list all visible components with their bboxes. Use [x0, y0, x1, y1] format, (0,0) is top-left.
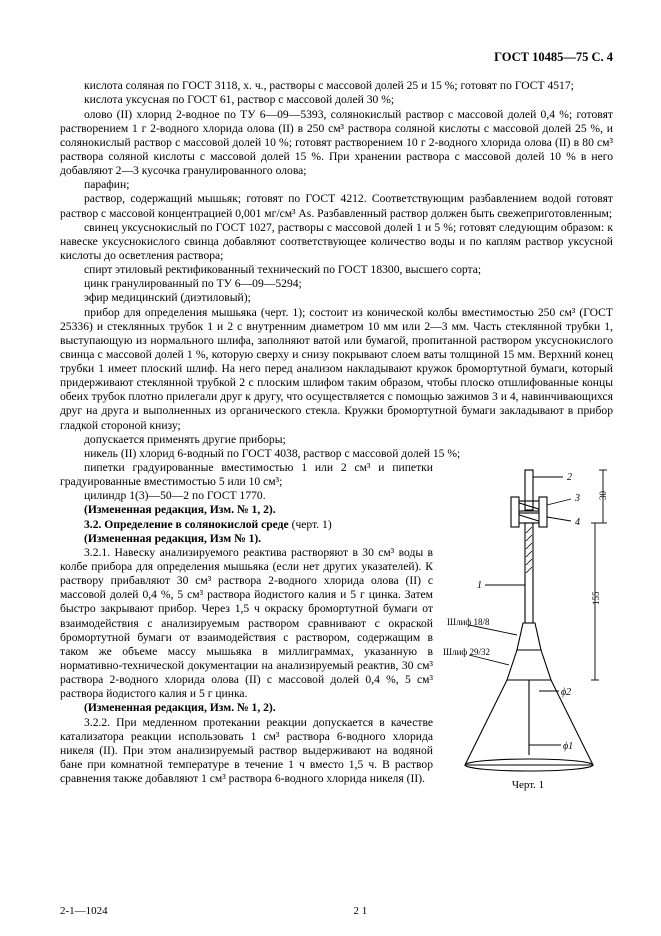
fig-label-4: 4: [575, 517, 580, 528]
page-header: ГОСТ 10485—75 С. 4: [60, 50, 613, 65]
fig-dim-155: 155: [591, 591, 601, 605]
page-footer: 2-1—1024 2 1: [60, 905, 613, 918]
para-7: спирт этиловый ректификованный техническ…: [60, 263, 613, 277]
section-3-2-tail: (черт. 1): [289, 518, 332, 531]
para-12: никель (II) хлорид 6-водный по ГОСТ 4038…: [60, 447, 613, 461]
fig-label-shlif2: Шлиф 29/32: [443, 647, 490, 657]
para-5: раствор, содержащий мышьяк; готовят по Г…: [60, 192, 613, 220]
para-10: прибор для определения мышьяка (черт. 1)…: [60, 306, 613, 433]
para-4: парафин;: [60, 178, 613, 192]
figure-1-svg: 2 3 4 1 ϕ2 ϕ1 Шлиф 18/8 Шлиф 29/32 155 3…: [443, 465, 613, 775]
section-3-2-title: Определение в солянокислой среде: [104, 518, 288, 531]
body-text: кислота соляная по ГОСТ 3118, х. ч., рас…: [60, 79, 613, 796]
para-11: допускается применять другие приборы;: [60, 433, 613, 447]
figure-1-caption: Черт. 1: [443, 779, 613, 792]
para-1: кислота соляная по ГОСТ 3118, х. ч., рас…: [60, 79, 613, 93]
para-8: цинк гранулированный по ТУ 6—09—5294;: [60, 277, 613, 291]
section-3-2-num: 3.2.: [84, 518, 104, 531]
fig-label-phi1: ϕ1: [563, 741, 573, 752]
fig-label-3: 3: [574, 493, 580, 504]
footer-center: 2 1: [60, 905, 613, 918]
figure-1: 2 3 4 1 ϕ2 ϕ1 Шлиф 18/8 Шлиф 29/32 155 3…: [443, 465, 613, 792]
fig-dim-30: 30: [598, 491, 608, 501]
page: ГОСТ 10485—75 С. 4 кислота соляная по ГО…: [0, 0, 661, 936]
para-9: эфир медицинский (диэтиловый);: [60, 291, 613, 305]
para-2: кислота уксусная по ГОСТ 61, раствор с м…: [60, 93, 613, 107]
para-3: олово (II) хлорид 2-водное по ТУ 6—09—53…: [60, 108, 613, 179]
fig-label-phi2: ϕ2: [561, 687, 571, 698]
fig-label-2: 2: [567, 472, 572, 483]
para-6: свинец уксуснокислый по ГОСТ 1027, раств…: [60, 221, 613, 263]
fig-label-shlif1: Шлиф 18/8: [447, 617, 490, 627]
fig-label-1: 1: [477, 580, 482, 591]
footer-left: 2-1—1024: [60, 905, 108, 918]
